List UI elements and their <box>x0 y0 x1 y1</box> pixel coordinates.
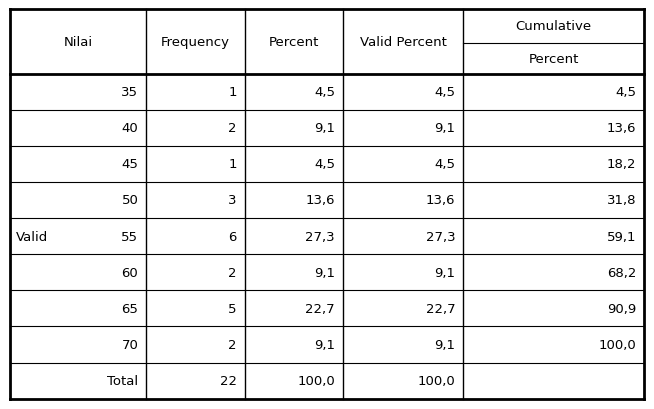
Text: Percent: Percent <box>528 52 579 65</box>
Text: 13,6: 13,6 <box>426 194 456 207</box>
Text: 59,1: 59,1 <box>607 230 636 243</box>
Text: 22: 22 <box>220 374 237 387</box>
Text: 50: 50 <box>122 194 139 207</box>
Text: 2: 2 <box>228 266 237 279</box>
Text: 4,5: 4,5 <box>615 86 636 99</box>
Text: 9,1: 9,1 <box>314 266 335 279</box>
Text: 55: 55 <box>122 230 139 243</box>
Text: Valid: Valid <box>16 230 48 243</box>
Text: 4,5: 4,5 <box>434 86 456 99</box>
Text: Total: Total <box>107 374 139 387</box>
Text: 45: 45 <box>122 158 139 171</box>
Text: 9,1: 9,1 <box>434 266 456 279</box>
Text: 13,6: 13,6 <box>305 194 335 207</box>
Text: 9,1: 9,1 <box>314 122 335 135</box>
Text: 40: 40 <box>122 122 139 135</box>
Text: 3: 3 <box>228 194 237 207</box>
Text: 100,0: 100,0 <box>298 374 335 387</box>
Text: 22,7: 22,7 <box>426 302 456 315</box>
Text: 2: 2 <box>228 122 237 135</box>
Text: 4,5: 4,5 <box>314 86 335 99</box>
Text: 1: 1 <box>228 86 237 99</box>
Text: 1: 1 <box>228 158 237 171</box>
Text: 13,6: 13,6 <box>607 122 636 135</box>
Text: 9,1: 9,1 <box>314 338 335 351</box>
Text: 100,0: 100,0 <box>418 374 456 387</box>
Text: 65: 65 <box>122 302 139 315</box>
Text: Valid Percent: Valid Percent <box>360 36 447 49</box>
Text: 90,9: 90,9 <box>607 302 636 315</box>
Text: 27,3: 27,3 <box>426 230 456 243</box>
Text: 4,5: 4,5 <box>314 158 335 171</box>
Text: 60: 60 <box>122 266 139 279</box>
Text: 68,2: 68,2 <box>607 266 636 279</box>
Text: 70: 70 <box>122 338 139 351</box>
Text: Frequency: Frequency <box>161 36 230 49</box>
Text: 22,7: 22,7 <box>305 302 335 315</box>
Text: 9,1: 9,1 <box>434 122 456 135</box>
Text: 9,1: 9,1 <box>434 338 456 351</box>
Text: 35: 35 <box>122 86 139 99</box>
Text: 5: 5 <box>228 302 237 315</box>
Text: 27,3: 27,3 <box>305 230 335 243</box>
Text: Percent: Percent <box>269 36 319 49</box>
Text: 4,5: 4,5 <box>434 158 456 171</box>
Text: 31,8: 31,8 <box>607 194 636 207</box>
Text: Nilai: Nilai <box>63 36 93 49</box>
Text: 6: 6 <box>228 230 237 243</box>
Text: 2: 2 <box>228 338 237 351</box>
Text: Cumulative: Cumulative <box>516 20 592 34</box>
Text: 100,0: 100,0 <box>598 338 636 351</box>
Text: 18,2: 18,2 <box>607 158 636 171</box>
